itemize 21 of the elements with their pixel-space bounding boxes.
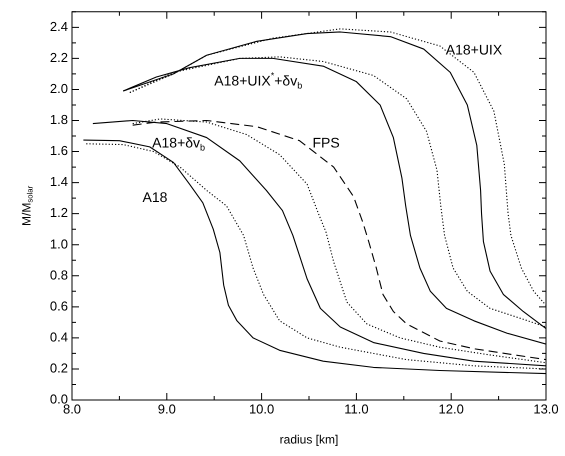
y-tick-label: 2.0 (50, 81, 68, 96)
annotation: FPS (312, 134, 340, 151)
y-tick-label: 0.4 (50, 329, 68, 344)
y-tick-label: 2.2 (50, 50, 68, 65)
y-tick-label: 1.2 (50, 205, 68, 220)
x-tick-label: 12.0 (438, 401, 464, 416)
y-tick-label: 1.4 (50, 174, 68, 190)
y-tick-label: 2.4 (50, 18, 68, 34)
y-tick-label: 1.8 (50, 112, 68, 128)
annotation: A18 (142, 188, 168, 205)
x-tick-label: 10.0 (248, 401, 274, 416)
y-tick-label: 1.6 (50, 143, 68, 158)
annotation: A18+UIX (446, 41, 503, 58)
y-tick-label: 0.8 (50, 267, 68, 282)
y-tick-label: 0.2 (50, 360, 68, 376)
y-tick-label: 1.0 (50, 236, 68, 252)
y-tick-label: 0.6 (50, 298, 68, 314)
x-tick-label: 13.0 (533, 401, 559, 416)
x-tick-label: 9.0 (158, 401, 176, 416)
x-axis-title: radius [km] (280, 432, 338, 446)
x-tick-label: 11.0 (344, 401, 369, 416)
